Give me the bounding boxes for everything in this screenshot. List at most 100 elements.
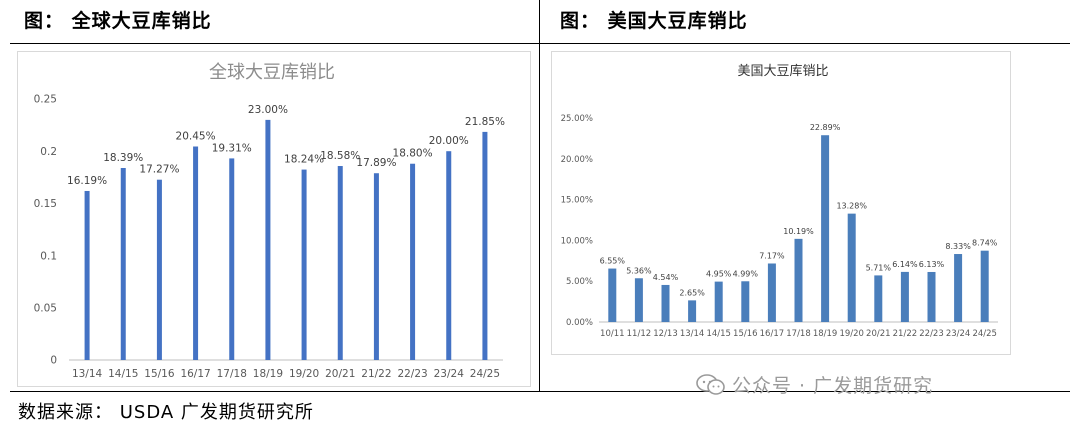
global-category-label: 17/18 xyxy=(217,368,247,380)
right-panel-title: 图： 美国大豆库销比 xyxy=(560,10,748,32)
us-ytick-label: 20.00% xyxy=(561,155,593,165)
global-category-label: 20/21 xyxy=(325,368,355,380)
us-data-label: 5.36% xyxy=(626,266,652,275)
global-data-label: 18.80% xyxy=(393,148,433,160)
us-category-label: 10/11 xyxy=(600,329,625,339)
us-chart-title: 美国大豆库销比 xyxy=(737,63,828,79)
us-data-label: 22.89% xyxy=(810,123,841,132)
right-chart-frame xyxy=(551,51,1011,355)
global-data-label: 20.45% xyxy=(176,131,216,143)
us-data-label: 13.28% xyxy=(836,202,867,211)
global-category-label: 21/22 xyxy=(361,368,391,380)
global-category-label: 18/19 xyxy=(253,368,283,380)
us-category-label: 22/23 xyxy=(919,329,944,339)
global-bar xyxy=(410,163,416,360)
global-category-label: 16/17 xyxy=(180,368,210,380)
us-category-label: 18/19 xyxy=(813,329,838,339)
us-soybean-chart: 美国大豆库销比 0.00% 5.00% 10.00% 15.00% 20.00% 25.0… xyxy=(561,63,998,339)
global-data-label: 21.85% xyxy=(465,116,505,128)
us-bar xyxy=(954,254,963,322)
global-bar xyxy=(337,166,343,360)
global-category-label: 22/23 xyxy=(397,368,427,380)
us-bar xyxy=(688,300,697,322)
us-data-label: 7.17% xyxy=(759,251,785,260)
global-data-label: 20.00% xyxy=(429,135,469,147)
global-soybean-chart: 全球大豆库销比 0 0.05 0.1 0.15 0.2 0.25 16.19% 13/14 18… xyxy=(34,62,505,380)
global-bar xyxy=(193,146,199,360)
global-category-label: 24/25 xyxy=(470,368,500,380)
panel-divider xyxy=(539,0,540,392)
us-bar xyxy=(714,281,723,322)
global-data-label: 16.19% xyxy=(67,175,107,187)
us-data-label: 10.19% xyxy=(783,227,814,236)
us-category-label: 19/20 xyxy=(839,329,864,339)
global-bar xyxy=(156,179,162,360)
us-data-label: 4.95% xyxy=(706,270,732,279)
us-data-label: 4.99% xyxy=(733,269,759,278)
global-data-label: 18.24% xyxy=(284,154,324,166)
us-bar xyxy=(608,268,617,322)
us-ytick-label: 25.00% xyxy=(561,114,593,124)
global-bar xyxy=(373,173,379,360)
us-category-label: 21/22 xyxy=(893,329,918,339)
global-category-label: 13/14 xyxy=(72,368,103,380)
global-bar xyxy=(482,131,488,360)
us-bar xyxy=(927,271,936,322)
us-category-label: 23/24 xyxy=(946,329,971,339)
us-category-label: 16/17 xyxy=(760,329,785,339)
us-bar xyxy=(821,135,830,322)
us-bar xyxy=(794,238,803,322)
left-panel-title: 图： 全球大豆库销比 xyxy=(24,10,212,32)
us-category-label: 12/13 xyxy=(653,329,678,339)
wechat-icon xyxy=(696,373,725,395)
global-ytick-label: 0.05 xyxy=(34,302,57,314)
global-bar xyxy=(446,151,452,360)
global-data-label: 18.58% xyxy=(320,150,360,162)
us-bar xyxy=(874,275,883,322)
us-category-label: 11/12 xyxy=(627,329,652,339)
global-ytick-label: 0.15 xyxy=(34,198,57,210)
global-data-label: 19.31% xyxy=(212,142,252,154)
us-ytick-label: 0.00% xyxy=(566,318,593,328)
global-bar xyxy=(84,190,90,360)
us-data-label: 6.13% xyxy=(919,260,945,269)
us-data-label: 5.71% xyxy=(866,263,892,272)
global-category-label: 15/16 xyxy=(144,368,175,380)
global-category-label: 14/15 xyxy=(108,368,138,380)
us-category-label: 20/21 xyxy=(866,329,891,339)
us-category-label: 14/15 xyxy=(706,329,731,339)
watermark-text: 公众号 · 广发期货研究 xyxy=(732,375,934,397)
us-category-label: 15/16 xyxy=(733,329,758,339)
global-data-label: 17.27% xyxy=(139,164,179,176)
us-bar xyxy=(741,281,750,322)
data-source: 数据来源： USDA 广发期货研究所 xyxy=(18,402,314,423)
top-rule xyxy=(10,43,1070,44)
us-bar xyxy=(767,263,776,322)
global-category-label: 19/20 xyxy=(289,368,319,380)
global-ytick-label: 0 xyxy=(50,355,57,367)
us-bar xyxy=(900,271,909,322)
us-category-label: 17/18 xyxy=(786,329,811,339)
us-ytick-label: 10.00% xyxy=(561,236,593,246)
us-ytick-label: 5.00% xyxy=(566,277,593,287)
us-data-label: 6.14% xyxy=(892,260,918,269)
us-category-label: 13/14 xyxy=(680,329,705,339)
us-bar xyxy=(661,284,670,322)
us-data-label: 2.65% xyxy=(679,288,705,297)
us-bar xyxy=(634,278,643,322)
global-ytick-label: 0.25 xyxy=(34,94,57,106)
global-data-label: 23.00% xyxy=(248,104,288,116)
left-chart-frame xyxy=(17,51,531,387)
global-ytick-label: 0.2 xyxy=(40,146,57,158)
global-data-label: 18.39% xyxy=(103,152,143,164)
global-chart-title: 全球大豆库销比 xyxy=(209,62,335,83)
us-bar xyxy=(847,213,856,322)
bottom-rule xyxy=(10,391,1070,392)
global-data-label: 17.89% xyxy=(356,157,396,169)
global-bar xyxy=(229,158,235,360)
us-ytick-label: 15.00% xyxy=(561,196,593,206)
global-bar xyxy=(265,119,271,360)
global-category-label: 23/24 xyxy=(434,368,465,380)
global-bar xyxy=(120,168,126,360)
watermark: 公众号 · 广发期货研究 xyxy=(696,371,933,398)
